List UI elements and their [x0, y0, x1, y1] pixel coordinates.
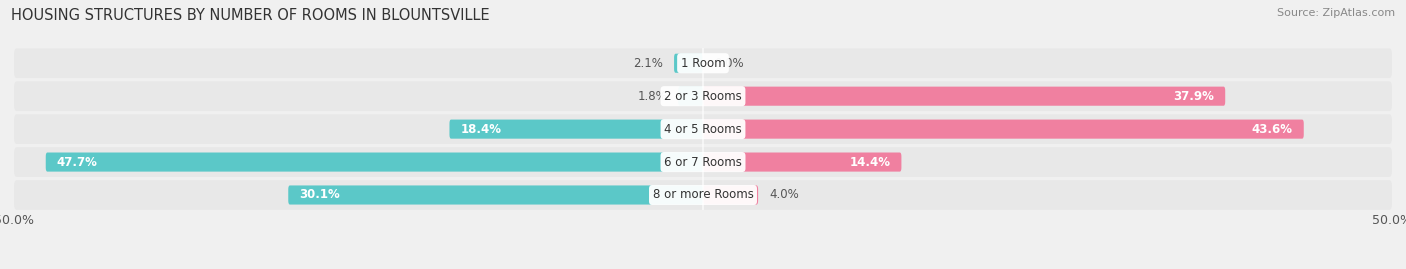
Text: Source: ZipAtlas.com: Source: ZipAtlas.com: [1277, 8, 1395, 18]
FancyBboxPatch shape: [14, 48, 1392, 78]
Text: 1.8%: 1.8%: [637, 90, 668, 103]
Text: 37.9%: 37.9%: [1174, 90, 1215, 103]
FancyBboxPatch shape: [673, 54, 703, 73]
Text: HOUSING STRUCTURES BY NUMBER OF ROOMS IN BLOUNTSVILLE: HOUSING STRUCTURES BY NUMBER OF ROOMS IN…: [11, 8, 489, 23]
Text: 4 or 5 Rooms: 4 or 5 Rooms: [664, 123, 742, 136]
FancyBboxPatch shape: [14, 180, 1392, 210]
Text: 1 Room: 1 Room: [681, 57, 725, 70]
Text: 47.7%: 47.7%: [56, 155, 97, 169]
FancyBboxPatch shape: [46, 153, 703, 172]
Legend: Owner-occupied, Renter-occupied: Owner-occupied, Renter-occupied: [562, 264, 844, 269]
FancyBboxPatch shape: [703, 87, 1225, 106]
Text: 18.4%: 18.4%: [461, 123, 502, 136]
FancyBboxPatch shape: [678, 87, 703, 106]
Text: 8 or more Rooms: 8 or more Rooms: [652, 189, 754, 201]
Text: 2.1%: 2.1%: [633, 57, 664, 70]
Text: 4.0%: 4.0%: [769, 189, 799, 201]
Text: 2 or 3 Rooms: 2 or 3 Rooms: [664, 90, 742, 103]
FancyBboxPatch shape: [288, 185, 703, 204]
Text: 30.1%: 30.1%: [299, 189, 340, 201]
Text: 43.6%: 43.6%: [1251, 123, 1292, 136]
Text: 6 or 7 Rooms: 6 or 7 Rooms: [664, 155, 742, 169]
FancyBboxPatch shape: [703, 119, 1303, 139]
FancyBboxPatch shape: [703, 185, 758, 204]
Text: 0.0%: 0.0%: [714, 57, 744, 70]
FancyBboxPatch shape: [14, 81, 1392, 111]
Text: 14.4%: 14.4%: [849, 155, 890, 169]
FancyBboxPatch shape: [450, 119, 703, 139]
FancyBboxPatch shape: [14, 147, 1392, 177]
FancyBboxPatch shape: [703, 153, 901, 172]
FancyBboxPatch shape: [14, 114, 1392, 144]
